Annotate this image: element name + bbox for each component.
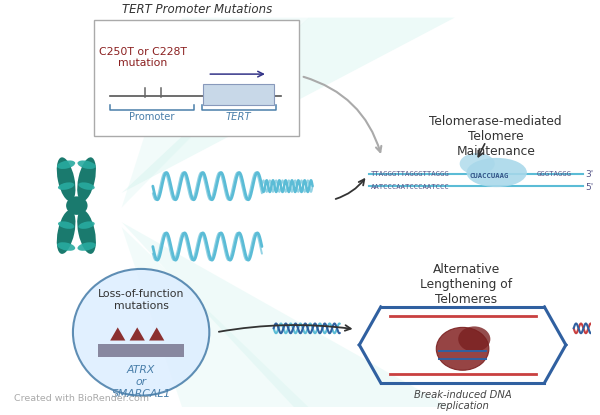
Text: Break-induced DNA
replication: Break-induced DNA replication [414,390,511,411]
Text: Promoter: Promoter [129,112,175,122]
Ellipse shape [58,182,74,190]
Text: Created with BioRender.com: Created with BioRender.com [14,394,149,403]
Ellipse shape [77,242,95,251]
Text: 5': 5' [586,183,593,192]
Ellipse shape [458,327,490,352]
Ellipse shape [79,221,95,229]
Polygon shape [122,222,450,407]
Ellipse shape [57,210,76,254]
Polygon shape [122,17,455,193]
Text: TERT Promoter Mutations: TERT Promoter Mutations [122,2,272,16]
Ellipse shape [77,157,96,201]
Text: CUACCUAAG: CUACCUAAG [469,173,509,179]
Text: AATCCCAATCCCAATCCC: AATCCCAATCCCAATCCC [371,184,450,190]
Ellipse shape [57,161,75,169]
Ellipse shape [460,153,495,174]
FancyBboxPatch shape [203,84,274,105]
Text: C250T or C228T
mutation: C250T or C228T mutation [99,47,187,68]
Ellipse shape [77,210,96,254]
Ellipse shape [73,269,209,395]
Text: TERT: TERT [226,112,251,122]
Ellipse shape [77,161,95,169]
Ellipse shape [58,221,74,229]
FancyBboxPatch shape [98,344,184,356]
Text: ATRX
or
SMARCAL1: ATRX or SMARCAL1 [112,365,171,398]
Text: 3': 3' [586,170,593,179]
Ellipse shape [436,327,489,370]
Ellipse shape [57,242,75,251]
Ellipse shape [57,157,76,201]
Ellipse shape [79,182,95,190]
Text: Loss-of-function
mutations: Loss-of-function mutations [98,289,184,311]
FancyBboxPatch shape [94,20,299,137]
Polygon shape [122,17,308,208]
Text: Alternative
Lengthening of
Telomeres: Alternative Lengthening of Telomeres [421,263,512,306]
Text: Telomerase-mediated
Telomere
Maintenance: Telomerase-mediated Telomere Maintenance [430,115,562,158]
Text: GGGTAGGG: GGGTAGGG [536,171,572,178]
Ellipse shape [466,158,527,187]
Text: TTAGGGTTAGGGTTAGGG: TTAGGGTTAGGGTTAGGG [371,171,450,178]
Polygon shape [122,227,308,407]
Ellipse shape [66,196,88,215]
